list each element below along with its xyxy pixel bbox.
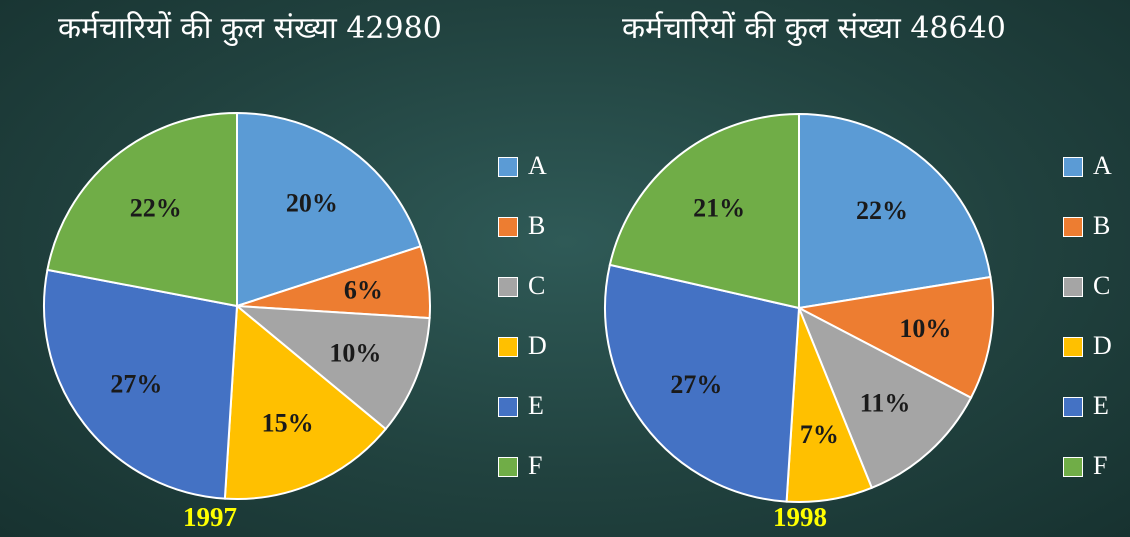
data-label-1997-a: 20% xyxy=(286,188,338,217)
pie-slice-1998-f xyxy=(608,112,800,310)
pie-slice-1998-b xyxy=(795,275,994,400)
legend-label: B xyxy=(1093,211,1111,240)
legend-swatch xyxy=(498,277,518,297)
legend-swatch xyxy=(498,217,518,237)
legend-item-1998-e: E xyxy=(1063,376,1112,436)
legend-swatch xyxy=(498,337,518,357)
data-label-1998-c: 11% xyxy=(860,388,911,417)
pie-slice-1997-c xyxy=(233,304,431,431)
legend-item-1998-c: C xyxy=(1063,256,1112,316)
legend-label: F xyxy=(1093,451,1108,480)
legend-item-1997-a: A xyxy=(498,136,547,196)
data-label-1998-f: 21% xyxy=(693,193,745,222)
legend-swatch xyxy=(1063,457,1083,477)
year-label-1997: 1997 xyxy=(183,502,237,532)
legend-label: E xyxy=(528,391,544,420)
data-label-1998-e: 27% xyxy=(670,370,722,399)
data-label-1998-b: 10% xyxy=(899,314,951,343)
year-label-1998: 1998 xyxy=(773,502,827,532)
legend-label: C xyxy=(1093,271,1111,300)
legend-swatch xyxy=(498,397,518,417)
legend-item-1997-c: C xyxy=(498,256,547,316)
legend-swatch xyxy=(1063,337,1083,357)
pie-slice-1997-a xyxy=(236,111,422,308)
legend-label: A xyxy=(1093,151,1112,180)
pie-chart-1997: 20% 6% 10% 15% 27% 22% xyxy=(43,111,431,500)
data-label-1998-d: 7% xyxy=(800,420,839,449)
legend-item-1997-d: D xyxy=(498,316,547,376)
legend-label: D xyxy=(1093,331,1112,360)
legend-label: A xyxy=(528,151,547,180)
legend-item-1998-a: A xyxy=(1063,136,1112,196)
chart-title-1998: कर्मचारियों की कुल संख्या 48640 xyxy=(622,11,1006,46)
pie-slice-1998-e xyxy=(604,263,801,503)
legend-item-1998-f: F xyxy=(1063,436,1112,496)
pie-slice-1998-c xyxy=(797,305,973,490)
legend-label: D xyxy=(528,331,547,360)
legend-swatch xyxy=(498,157,518,177)
data-label-1997-d: 15% xyxy=(262,408,314,437)
legend-swatch xyxy=(1063,397,1083,417)
legend-swatch xyxy=(498,457,518,477)
legend-label: B xyxy=(528,211,546,240)
legend-label: C xyxy=(528,271,546,300)
pie-slice-1997-f xyxy=(46,111,238,308)
legend-1997: A B C D E F xyxy=(498,136,547,496)
chart-title-1997: कर्मचारियों की कुल संख्या 42980 xyxy=(58,11,442,46)
legend-swatch xyxy=(1063,217,1083,237)
legend-item-1997-f: F xyxy=(498,436,547,496)
data-label-1997-c: 10% xyxy=(329,338,381,367)
legend-item-1997-b: B xyxy=(498,196,547,256)
data-label-1997-f: 22% xyxy=(130,193,182,222)
data-label-1997-e: 27% xyxy=(110,370,162,399)
data-label-1997-b: 6% xyxy=(344,276,383,305)
legend-1998: A B C D E F xyxy=(1063,136,1112,496)
data-label-1998-a: 22% xyxy=(856,196,908,225)
legend-label: F xyxy=(528,451,543,480)
legend-swatch xyxy=(1063,157,1083,177)
pie-slice-1997-e xyxy=(43,268,239,500)
legend-swatch xyxy=(1063,277,1083,297)
legend-item-1998-b: B xyxy=(1063,196,1112,256)
legend-label: E xyxy=(1093,391,1109,420)
pie-chart-1998: 22% 10% 11% 7% 27% 21% xyxy=(604,112,994,503)
legend-item-1998-d: D xyxy=(1063,316,1112,376)
pie-slice-1998-a xyxy=(798,112,992,310)
pie-slice-1997-d xyxy=(223,303,388,500)
legend-item-1997-e: E xyxy=(498,376,547,436)
